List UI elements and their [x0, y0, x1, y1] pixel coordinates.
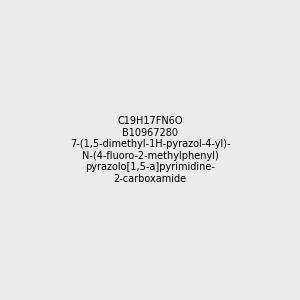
Text: C19H17FN6O
B10967280
7-(1,5-dimethyl-1H-pyrazol-4-yl)-
N-(4-fluoro-2-methylpheny: C19H17FN6O B10967280 7-(1,5-dimethyl-1H-… — [70, 116, 230, 184]
